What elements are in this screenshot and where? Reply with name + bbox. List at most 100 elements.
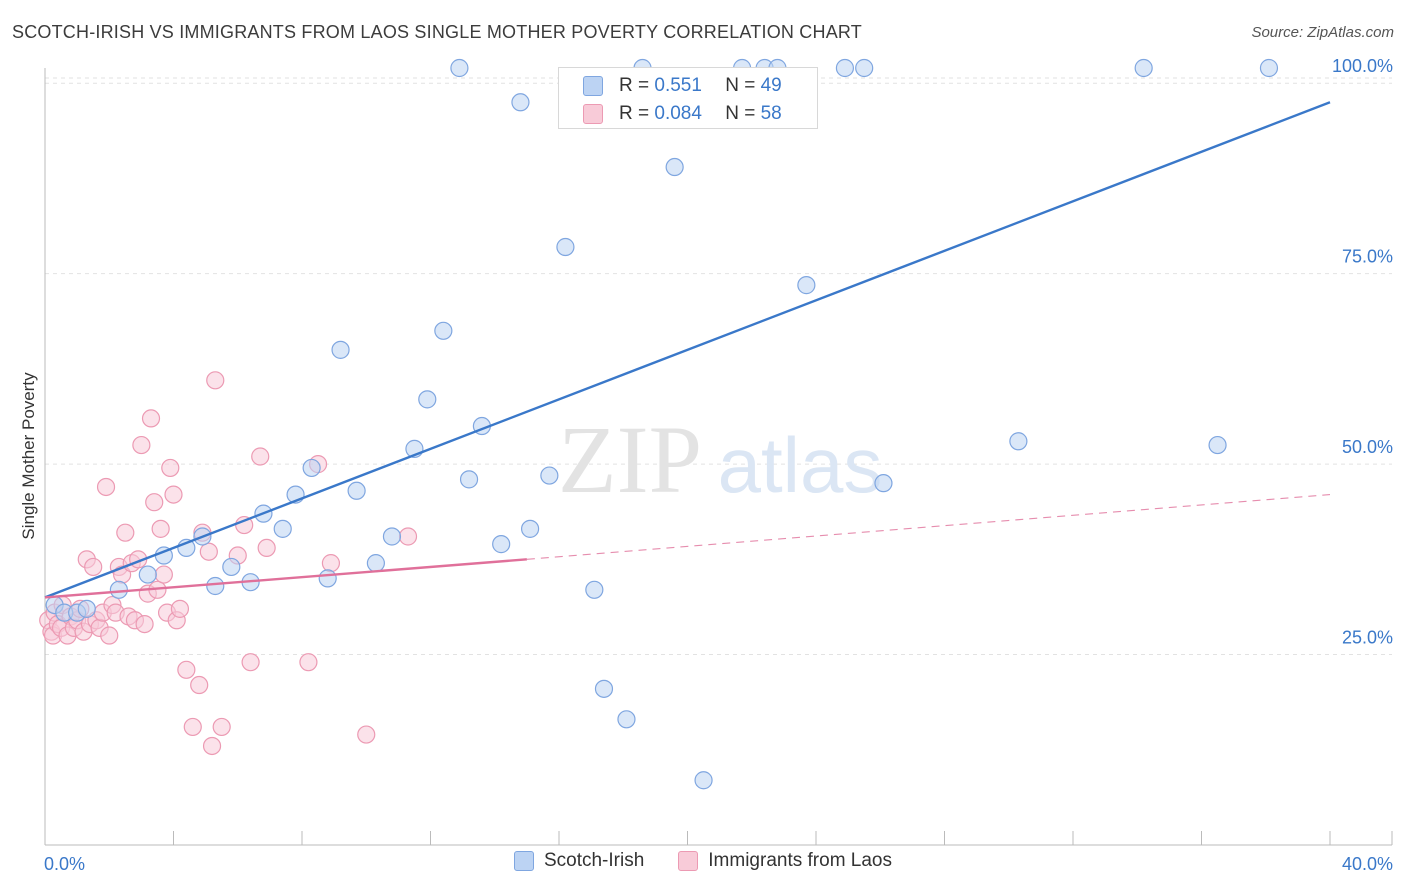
legend-item-scotch-irish[interactable]: Scotch-Irish xyxy=(513,850,645,872)
gridlines xyxy=(45,77,1392,656)
point-scotch-irish-28 xyxy=(511,93,530,112)
point-scotch-irish-10 xyxy=(222,557,241,577)
point-scotch-irish-20 xyxy=(382,527,402,546)
point-scotch-irish-25 xyxy=(459,470,479,489)
point-laos-60 xyxy=(398,527,418,546)
point-scotch-irish-9 xyxy=(206,576,225,596)
legend-item-immigrants-from-laos[interactable]: Immigrants from Laos xyxy=(678,850,892,872)
point-laos-40 xyxy=(164,485,183,504)
point-laos-49 xyxy=(206,371,225,390)
n-label: N = xyxy=(725,75,756,96)
point-laos-48 xyxy=(202,736,222,756)
point-laos-53 xyxy=(241,653,260,672)
point-scotch-irish-15 xyxy=(302,458,321,478)
watermark-atlas: atlas xyxy=(718,421,883,509)
point-scotch-irish-42 xyxy=(835,58,855,78)
point-scotch-irish-30 xyxy=(540,466,559,485)
point-scotch-irish-24 xyxy=(450,58,469,78)
stats-legend-box: R = 0.551 N = 49 R = 0.084 N = 58 xyxy=(558,67,818,129)
point-laos-54 xyxy=(251,447,270,466)
point-laos-34 xyxy=(145,493,164,512)
point-laos-31 xyxy=(135,614,154,634)
scotch-irish-n-value: 49 xyxy=(760,75,782,96)
r-label: R = xyxy=(619,75,650,96)
scotch-irish-swatch xyxy=(513,851,534,871)
point-scotch-irish-48 xyxy=(1259,58,1279,78)
source-label: Source: ZipAtlas.com xyxy=(1251,24,1394,41)
point-scotch-irish-31 xyxy=(556,237,575,257)
point-scotch-irish-13 xyxy=(273,519,292,538)
point-laos-45 xyxy=(190,675,209,695)
point-laos-44 xyxy=(183,717,202,737)
point-scotch-irish-19 xyxy=(366,554,385,573)
point-laos-55 xyxy=(257,538,276,558)
point-scotch-irish-3 xyxy=(77,599,96,618)
point-scotch-irish-47 xyxy=(1208,435,1227,455)
point-laos-42 xyxy=(170,599,190,618)
stats-row-immigrants-from-laos: R = 0.084 N = 58 xyxy=(583,101,782,127)
trend-line-scotch-irish xyxy=(44,101,1331,599)
point-laos-56 xyxy=(299,653,318,672)
point-scotch-irish-17 xyxy=(331,340,350,359)
scotch-irish-swatch xyxy=(583,76,603,96)
point-laos-59 xyxy=(357,725,376,744)
immigrants-from-laos-n-value: 58 xyxy=(760,103,782,124)
axis-labels: 25.0% 50.0% 75.0% 100.0% 0.0% 40.0% Single Mot… xyxy=(19,56,1393,874)
point-laos-50 xyxy=(212,717,231,737)
point-scotch-irish-32 xyxy=(585,580,604,599)
point-scotch-irish-23 xyxy=(434,321,453,340)
point-scotch-irish-27 xyxy=(492,535,511,554)
point-laos-20 xyxy=(100,626,119,645)
point-scotch-irish-41 xyxy=(797,276,816,295)
y-tick-label-50: 50.0% xyxy=(1342,437,1393,457)
trend-line-laos xyxy=(44,558,527,599)
point-scotch-irish-43 xyxy=(855,58,874,78)
point-scotch-irish-33 xyxy=(594,679,614,698)
axes xyxy=(44,68,1393,846)
immigrants-from-laos-swatch xyxy=(583,104,603,124)
point-scotch-irish-34 xyxy=(617,710,636,729)
legend-label-scotch-irish: Scotch-Irish xyxy=(543,850,645,871)
point-scotch-irish-46 xyxy=(1134,58,1153,78)
point-laos-37 xyxy=(154,565,173,584)
watermark: ZIP atlas xyxy=(558,406,882,513)
point-laos-47 xyxy=(199,542,218,561)
chart-title: SCOTCH-IRISH VS IMMIGRANTS FROM LAOS SIN… xyxy=(12,22,862,42)
point-scotch-irish-4 xyxy=(109,580,128,599)
legend-label-immigrants-from-laos: Immigrants from Laos xyxy=(708,850,893,871)
scotch-irish-r-value: 0.551 xyxy=(654,75,702,96)
x-tick-label-min: 0.0% xyxy=(44,854,85,874)
point-scotch-irish-44 xyxy=(874,474,893,493)
point-laos-33 xyxy=(141,409,161,428)
point-laos-58 xyxy=(321,554,341,573)
stats-row-scotch-irish: R = 0.551 N = 49 xyxy=(583,73,782,99)
x-tick-label-max: 40.0% xyxy=(1342,854,1393,874)
point-scotch-irish-5 xyxy=(138,565,157,584)
y-tick-label-75: 75.0% xyxy=(1342,247,1393,267)
y-axis-label: Single Mother Poverty xyxy=(19,372,38,540)
y-tick-label-100: 100.0% xyxy=(1332,56,1393,76)
trend-lines xyxy=(44,101,1331,599)
point-scotch-irish-22 xyxy=(418,390,437,409)
watermark-zip: ZIP xyxy=(558,406,702,513)
point-scotch-irish-45 xyxy=(1009,432,1028,451)
n-label: N = xyxy=(725,103,756,124)
point-laos-25 xyxy=(116,523,135,542)
r-label: R = xyxy=(619,103,650,124)
point-laos-43 xyxy=(177,660,196,679)
y-tick-label-25: 25.0% xyxy=(1342,628,1393,648)
point-laos-19 xyxy=(96,477,116,497)
point-scotch-irish-18 xyxy=(347,481,366,500)
point-laos-36 xyxy=(151,519,170,538)
point-laos-39 xyxy=(161,458,180,478)
bottom-legend: Scotch-Irish Immigrants from Laos xyxy=(0,850,1406,872)
point-scotch-irish-37 xyxy=(694,771,713,790)
immigrants-from-laos-swatch xyxy=(678,851,699,871)
point-scotch-irish-29 xyxy=(520,519,540,538)
point-laos-30 xyxy=(132,435,151,455)
immigrants-from-laos-r-value: 0.084 xyxy=(654,103,702,124)
point-laos-15 xyxy=(84,557,103,577)
point-scotch-irish-16 xyxy=(318,569,337,588)
point-scotch-irish-36 xyxy=(665,157,684,177)
